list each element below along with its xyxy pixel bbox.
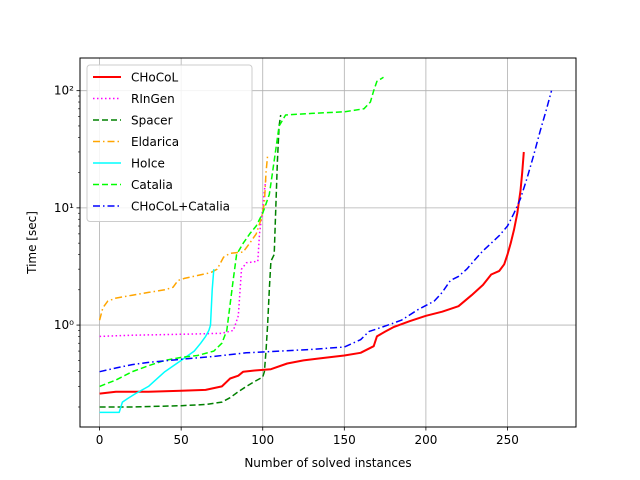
legend-label: HoIce bbox=[131, 157, 165, 171]
legend-label: Catalia bbox=[131, 178, 173, 192]
y-tick-label: 10⁰ bbox=[54, 318, 74, 332]
legend-label: CHoCoL+Catalia bbox=[131, 200, 230, 214]
y-tick-label: 10² bbox=[54, 84, 74, 98]
y-axis-label: Time [sec] bbox=[25, 211, 39, 275]
x-axis-label: Number of solved instances bbox=[244, 456, 411, 470]
series-line-catalia bbox=[99, 76, 384, 388]
legend-label: Eldarica bbox=[131, 135, 179, 149]
series-line-chocol bbox=[99, 151, 525, 395]
series-line-spacer bbox=[99, 114, 282, 408]
legend: CHoCoL RInGen Spacer Eldarica HoIce Catalia CH… bbox=[86, 64, 253, 222]
x-tick-label: 150 bbox=[333, 433, 356, 447]
legend-label: RInGen bbox=[131, 92, 175, 106]
legend-label: CHoCoL bbox=[131, 71, 178, 85]
series-line-ringen bbox=[99, 177, 267, 338]
series-line-hoice bbox=[99, 269, 215, 414]
x-tick-label: 200 bbox=[414, 433, 437, 447]
y-tick-label: 10¹ bbox=[54, 201, 74, 215]
series-lines bbox=[98, 76, 553, 414]
x-tick-label: 0 bbox=[96, 433, 104, 447]
axis-ticks: 0 50 100 150 200 250 10⁰ 10¹ 10² bbox=[54, 84, 519, 447]
series-line-chocol-catalia bbox=[99, 90, 553, 373]
x-tick-label: 100 bbox=[251, 433, 274, 447]
x-tick-label: 50 bbox=[174, 433, 189, 447]
x-tick-label: 250 bbox=[496, 433, 519, 447]
legend-box bbox=[86, 64, 253, 222]
axes-frame bbox=[79, 57, 577, 428]
legend-label: Spacer bbox=[131, 114, 173, 128]
